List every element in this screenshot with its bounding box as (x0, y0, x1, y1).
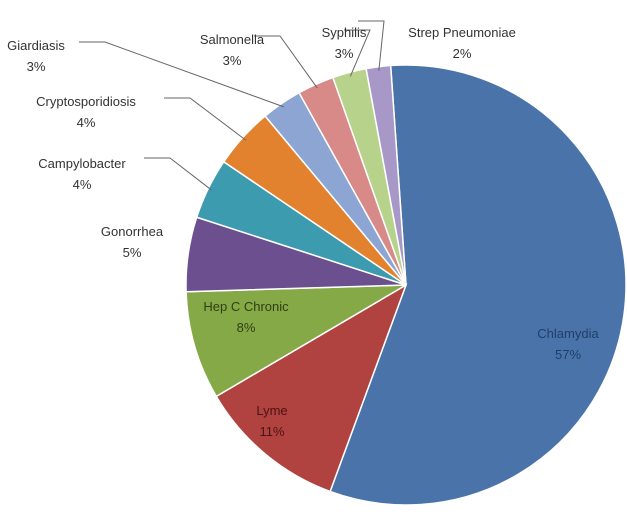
slice-label-gonorrhea: Gonorrhea (101, 224, 164, 239)
slice-label-giardiasis: Giardiasis (7, 38, 65, 53)
slice-label-chlamydia: Chlamydia (537, 326, 599, 341)
pie-slice-strep-pneumoniae (365, 64, 407, 286)
slice-percent-lyme: 11% (259, 424, 284, 439)
pie-slice-lyme (215, 283, 408, 493)
labels-layer: Chlamydia 57% Lyme 11% Hep C Chronic 8% Gonorr… (7, 25, 599, 439)
leader-line-campylobacter (144, 157, 213, 191)
slice-label-lyme: Lyme (256, 403, 287, 418)
slice-percent-strep-pneumoniae: 2% (453, 46, 472, 61)
slice-percent-hep-c-chronic: 8% (237, 320, 256, 335)
slice-label-strep-pneumoniae: Strep Pneumoniae (408, 25, 516, 40)
slice-label-syphilis: Syphilis (322, 25, 367, 40)
slice-percent-giardiasis: 3% (27, 59, 46, 74)
slice-percent-chlamydia: 57% (555, 347, 581, 362)
slice-percent-salmonella: 3% (223, 53, 242, 68)
leader-line-strep-pneumoniae (358, 20, 385, 71)
slice-label-cryptosporidiosis: Cryptosporidiosis (36, 94, 136, 109)
leader-lines-layer (79, 20, 385, 191)
slice-percent-campylobacter: 4% (73, 177, 92, 192)
slice-label-hep-c-chronic: Hep C Chronic (203, 299, 289, 314)
pie-slice-hep-c-chronic (185, 284, 407, 398)
slice-percent-gonorrhea: 5% (123, 245, 142, 260)
leader-line-giardiasis (79, 41, 284, 108)
slices-layer (185, 64, 627, 506)
slice-percent-cryptosporidiosis: 4% (77, 115, 96, 130)
slice-percent-syphilis: 3% (335, 46, 354, 61)
slice-label-campylobacter: Campylobacter (38, 156, 126, 171)
leader-line-cryptosporidiosis (164, 97, 247, 141)
leader-line-salmonella (254, 35, 318, 89)
leader-line-syphilis (344, 29, 371, 77)
pie-slice-chlamydia (329, 64, 627, 506)
slice-label-salmonella: Salmonella (200, 32, 265, 47)
